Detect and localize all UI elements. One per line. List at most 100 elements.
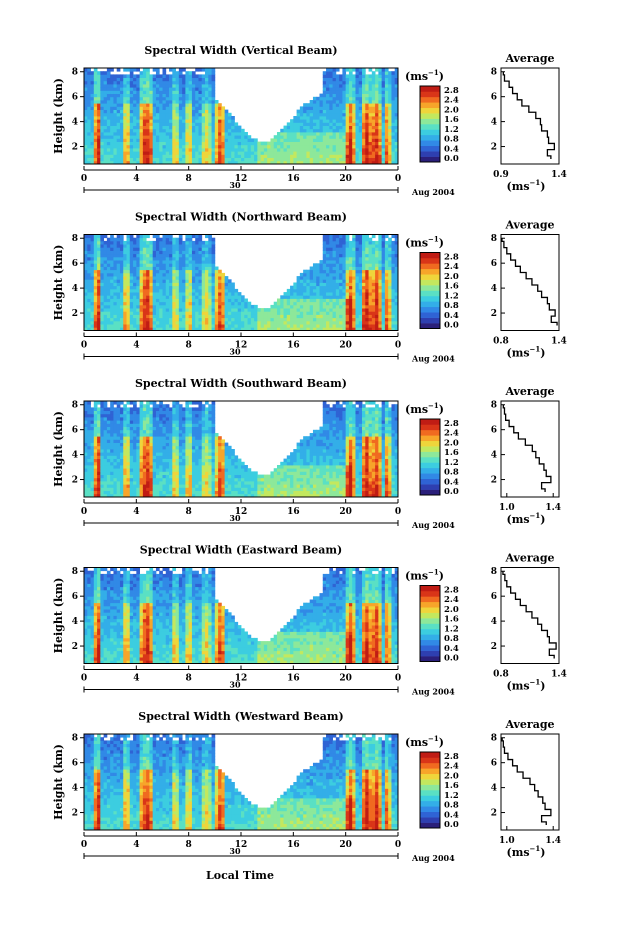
heatmap-cell (97, 269, 101, 274)
heatmap-cell (97, 317, 101, 322)
heatmap-cell (182, 128, 186, 133)
heatmap-cell (205, 247, 209, 251)
heatmap-cell (345, 74, 350, 78)
heatmap-cell (332, 157, 337, 162)
heatmap-cell (381, 125, 386, 130)
heatmap-cell (326, 253, 330, 258)
heatmap-cell (352, 311, 356, 315)
heatmap-frame (83, 67, 399, 165)
xtick-label: 8 (186, 174, 192, 184)
heatmap-cell (205, 234, 209, 239)
heatmap-cell (234, 327, 239, 331)
heatmap-cell (106, 308, 111, 312)
heatmap-cell (381, 135, 386, 139)
heatmap-cell (100, 109, 105, 114)
heatmap-cell (345, 244, 350, 248)
heatmap-cell (309, 304, 314, 309)
heatmap-cell (254, 317, 258, 322)
heatmap-cell (119, 244, 124, 248)
heatmap-cell (100, 106, 105, 110)
heatmap-cell (375, 279, 379, 283)
heatmap-cell (116, 279, 121, 283)
heatmap-cell (247, 327, 252, 331)
heatmap-cell (345, 288, 350, 293)
heatmap-cell (326, 240, 330, 245)
heatmap-cell (142, 100, 147, 104)
heatmap-cell (290, 285, 294, 290)
heatmap-cell (345, 116, 350, 120)
heatmap-cell (133, 128, 137, 133)
heatmap-cell (198, 288, 203, 293)
heatmap-cell (227, 279, 232, 283)
heatmap-cell (149, 77, 154, 82)
heatmap-cell (329, 263, 333, 267)
heatmap-cell (113, 263, 118, 267)
heatmap-cell (355, 244, 360, 248)
heatmap-cell (319, 100, 324, 104)
heatmap-cell (93, 304, 98, 309)
heatmap-cell (182, 250, 186, 255)
heatmap-cell (162, 292, 167, 296)
heatmap-cell (188, 237, 193, 242)
heatmap-cell (126, 250, 131, 255)
heatmap-cell (358, 154, 363, 158)
heatmap-cell (227, 132, 232, 136)
heatmap-cell (241, 324, 245, 328)
heatmap-cell (326, 125, 330, 130)
xtick-label: 20 (339, 174, 352, 184)
heatmap-cell (378, 279, 383, 283)
heatmap-cell (185, 77, 190, 82)
heatmap-cell (214, 112, 219, 117)
heatmap-cell (113, 151, 118, 155)
heatmap-cell (326, 148, 330, 152)
heatmap-cell (178, 112, 183, 117)
heatmap-cell (142, 122, 147, 126)
heatmap-cell (136, 84, 141, 88)
heatmap-cell (84, 237, 88, 242)
heatmap-cell (136, 256, 141, 261)
heatmap-cell (133, 288, 137, 293)
heatmap-cell (195, 87, 199, 91)
heatmap-cell (371, 263, 376, 267)
heatmap-cell (267, 154, 271, 158)
heatmap-cell (185, 298, 190, 303)
heatmap-cell (358, 74, 363, 78)
heatmap-cell (152, 253, 157, 258)
heatmap-cell (293, 132, 298, 136)
heatmap-cell (339, 122, 343, 126)
heatmap-cell (339, 160, 343, 165)
heatmap-cell (103, 413, 108, 418)
heatmap-cell (178, 132, 183, 136)
heatmap-cell (110, 304, 114, 309)
heatmap-cell (152, 279, 157, 283)
heatmap-cell (126, 240, 131, 245)
heatmap-cell (152, 138, 157, 142)
heatmap-cell (218, 327, 222, 331)
heatmap-cell (90, 461, 95, 466)
heatmap-cell (133, 157, 137, 162)
heatmap-cell (316, 151, 320, 155)
heatmap-cell (394, 128, 399, 133)
heatmap-cell (142, 240, 147, 245)
heatmap-cell (198, 253, 203, 258)
heatmap-cell (352, 138, 356, 142)
heatmap-cell (146, 317, 150, 322)
heatmap-cell (195, 100, 199, 104)
heatmap-cell (365, 263, 369, 267)
heatmap-cell (175, 106, 180, 110)
heatmap-cell (133, 125, 137, 130)
heatmap-cell (381, 304, 386, 309)
heatmap-cell (371, 279, 376, 283)
heatmap-cell (290, 295, 294, 299)
heatmap-cell (234, 304, 239, 309)
heatmap-cell (345, 80, 350, 85)
heatmap-cell (244, 154, 248, 158)
heatmap-cell (97, 401, 101, 405)
heatmap-cell (133, 87, 137, 91)
heatmap-cell (165, 100, 170, 104)
heatmap-cell (195, 90, 199, 94)
heatmap-cell (322, 148, 327, 152)
heatmap-cell (319, 263, 324, 267)
heatmap-cell (100, 461, 105, 466)
colorbar-tick: 1.2 (444, 125, 459, 135)
